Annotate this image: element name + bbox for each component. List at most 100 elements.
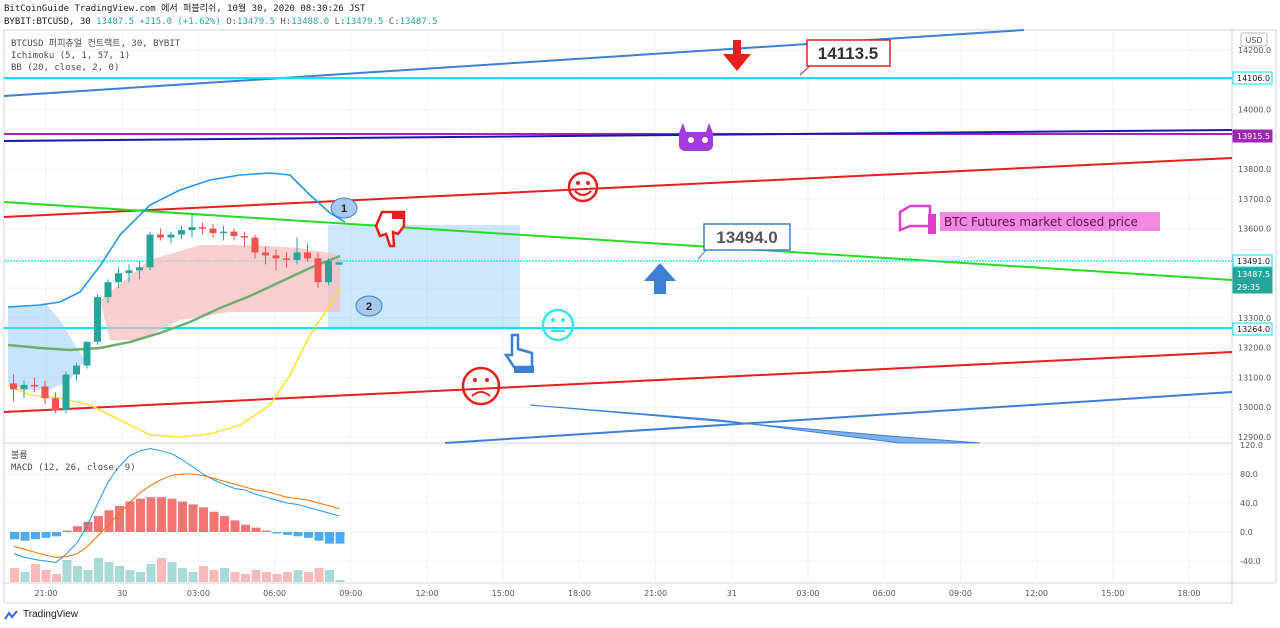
legend-ichimoku[interactable]: Ichimoku (5, 1, 57, 1): [11, 51, 131, 61]
volume-bar: [62, 560, 72, 582]
macd-histogram-bar: [283, 532, 292, 535]
candle-body[interactable]: [41, 386, 49, 399]
candle-body[interactable]: [157, 234, 164, 238]
price-badge[interactable]: [1232, 322, 1273, 336]
candle-body[interactable]: [136, 267, 143, 271]
candle-body[interactable]: [304, 252, 311, 259]
trendline-red-upper[interactable]: [3, 157, 1233, 218]
price-badge[interactable]: [1232, 280, 1273, 294]
callout-mid-text: 13494.0: [716, 228, 777, 247]
candle-body[interactable]: [314, 258, 322, 283]
neutral-face-icon[interactable]: [541, 308, 575, 342]
time-tick-label: 21:00: [34, 589, 57, 598]
price-axis[interactable]: [1231, 29, 1277, 584]
price-badge[interactable]: [1232, 129, 1273, 143]
candle-body[interactable]: [83, 341, 91, 366]
candle-body[interactable]: [188, 227, 196, 231]
price-pane[interactable]: [3, 29, 1233, 444]
price-badge[interactable]: [1232, 254, 1273, 268]
volume-bar: [241, 574, 250, 582]
callout-high[interactable]: 14113.5: [799, 39, 891, 76]
price-tick-label: 13700.0: [1238, 195, 1271, 204]
candle-body[interactable]: [220, 231, 227, 234]
candle-body[interactable]: [262, 252, 269, 256]
candle-body[interactable]: [178, 230, 185, 235]
time-tick-label: 15:00: [1101, 589, 1124, 598]
marker-2[interactable]: 2: [355, 295, 383, 317]
last-price: 13487.5: [96, 17, 135, 27]
macd-line: [13, 448, 340, 563]
time-axis[interactable]: [3, 582, 1233, 604]
candle-body[interactable]: [94, 297, 101, 342]
candle-body[interactable]: [293, 252, 301, 260]
volume-bar: [230, 572, 240, 582]
candle-body[interactable]: [167, 234, 175, 238]
macd-histogram-bar: [136, 498, 145, 532]
sad-face-icon[interactable]: [461, 366, 501, 406]
blue-range-box[interactable]: [328, 225, 520, 330]
cat-icon[interactable]: [679, 123, 713, 151]
candle-body[interactable]: [209, 228, 217, 234]
pointing-hand-right-icon[interactable]: [898, 204, 936, 234]
candle-body[interactable]: [241, 236, 248, 238]
macd-histogram-bar: [304, 532, 313, 538]
marker-1[interactable]: 1: [330, 197, 358, 219]
candle-body[interactable]: [272, 255, 280, 259]
tradingview-brand[interactable]: TradingView: [4, 609, 78, 620]
price-badge[interactable]: [1232, 267, 1273, 281]
macd-histogram-bar: [241, 524, 250, 532]
price-badge-text: 13487.5: [1237, 270, 1270, 279]
candle-body[interactable]: [20, 384, 28, 390]
publish-info: BitCoinGuide TradingView.com 에서 퍼블리쉬, 10…: [4, 4, 366, 14]
time-tick-label: 12:00: [415, 589, 438, 598]
macd-tick-label: -40.0: [1240, 557, 1261, 566]
volume-bar: [293, 570, 303, 582]
candle-body[interactable]: [146, 234, 154, 268]
candle-body[interactable]: [10, 383, 17, 390]
macd-histogram-bar: [94, 516, 103, 532]
down-arrow-icon[interactable]: [723, 40, 751, 71]
legend-title[interactable]: BTCUSD 퍼피츄얼 컨트랙트, 30, BYBIT: [11, 39, 181, 49]
smile-face-icon[interactable]: [567, 171, 599, 203]
macd-histogram-bar: [293, 532, 303, 537]
trendline-green[interactable]: [3, 201, 1233, 281]
macd-histogram-bar: [251, 527, 261, 532]
candle-body[interactable]: [230, 231, 238, 237]
volume-bar: [157, 558, 166, 582]
macd-histogram-bar: [272, 532, 282, 534]
trendline-blue-lower[interactable]: [444, 391, 1233, 444]
candle-body[interactable]: [73, 365, 80, 375]
price-badge[interactable]: [1232, 71, 1273, 85]
trendline-red-lower[interactable]: [3, 351, 1233, 413]
candle-body[interactable]: [199, 227, 206, 229]
legend-volume[interactable]: 볼륨: [11, 451, 28, 461]
open-label: O:: [226, 17, 238, 27]
price-tick-label: 13000.0: [1238, 403, 1271, 412]
thumb-down-icon[interactable]: [374, 210, 406, 248]
time-tick-label: 18:00: [568, 589, 591, 598]
candle-body[interactable]: [104, 282, 112, 298]
blue-fan-shape[interactable]: [529, 404, 981, 444]
note-label[interactable]: BTC Futures market closed price: [940, 212, 1160, 231]
candle-body[interactable]: [31, 384, 38, 387]
time-tick-label: 31: [727, 589, 737, 598]
currency-box[interactable]: [1240, 32, 1268, 47]
candle-body[interactable]: [125, 270, 133, 274]
candle-body[interactable]: [283, 258, 290, 260]
up-arrow-icon[interactable]: [644, 263, 676, 294]
legend-bb[interactable]: BB (20, close, 2, 0): [11, 63, 120, 73]
candle-body[interactable]: [115, 273, 122, 283]
candle-body[interactable]: [62, 374, 70, 411]
high-value: 13488.0: [291, 17, 330, 27]
candle-body[interactable]: [251, 237, 259, 253]
candle-body[interactable]: [52, 398, 59, 411]
candle-body[interactable]: [325, 261, 332, 283]
callout-mid[interactable]: 13494.0: [697, 223, 791, 260]
volume-bar: [199, 566, 208, 582]
price-tick-label: 13300.0: [1238, 314, 1271, 323]
trendline-navy[interactable]: [3, 129, 1233, 142]
legend-macd[interactable]: MACD (12, 26, close, 9): [11, 463, 136, 473]
pointing-hand-up-icon[interactable]: [503, 333, 534, 373]
candle-body[interactable]: [335, 262, 343, 265]
